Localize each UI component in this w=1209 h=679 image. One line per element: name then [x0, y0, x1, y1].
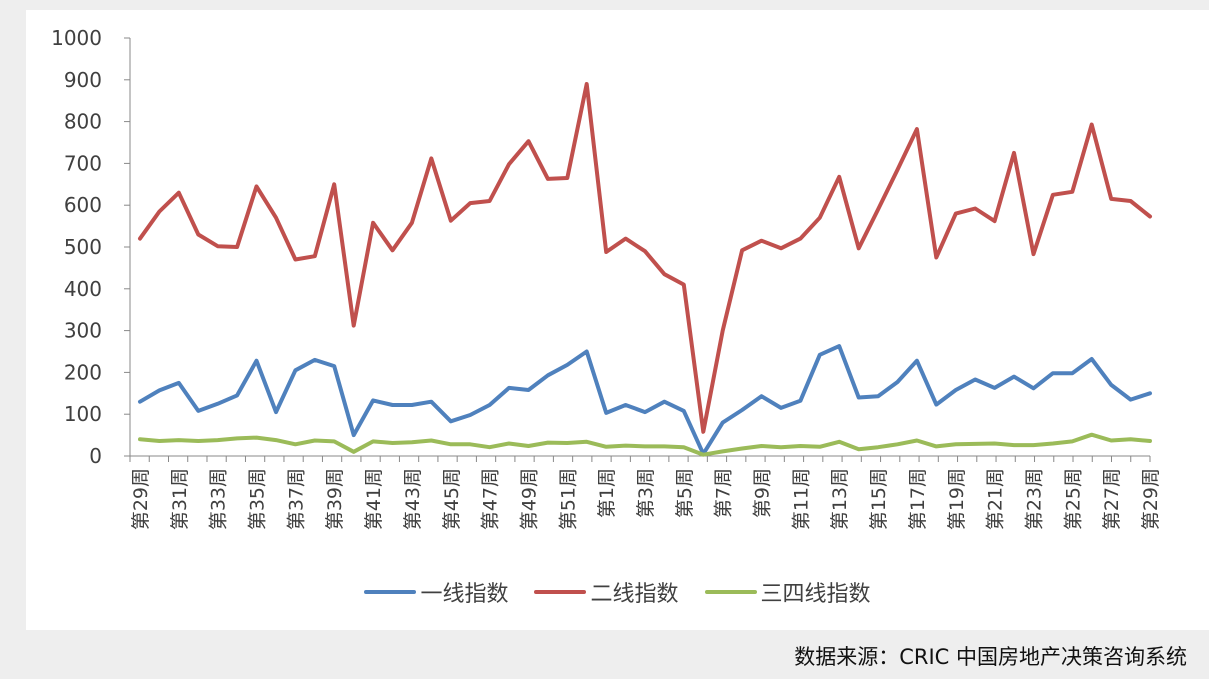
legend-label: 二线指数 [590, 582, 679, 607]
legend-swatch [364, 590, 417, 594]
y-tick-label: 200 [64, 360, 102, 384]
x-tick-label: 第33周 [208, 468, 230, 530]
x-tick-label: 第7周 [713, 468, 735, 518]
x-tick-label: 第3周 [635, 468, 657, 518]
y-tick-label: 800 [64, 110, 102, 134]
x-tick-label: 第29周 [1140, 468, 1162, 530]
legend-item-3: 三四线指数 [704, 576, 871, 608]
legend-item-1: 一线指数 [364, 576, 508, 608]
legend: 一线指数 二线指数 三四线指数 [26, 576, 1209, 608]
series-line-1 [138, 344, 1152, 456]
y-tick-label: 300 [64, 319, 102, 343]
legend-item-2: 二线指数 [534, 576, 679, 608]
x-axis: 第29周 第31周 第33周 第35周 第37周 第39周 第41周 第43周 第45周 第47周… [129, 455, 1162, 530]
x-tick-label: 第13周 [829, 468, 851, 530]
x-tick-label: 第37周 [285, 468, 307, 530]
x-tick-label: 第5周 [674, 468, 696, 518]
x-tick-label: 第27周 [1101, 468, 1123, 530]
legend-swatch [534, 590, 587, 594]
legend-swatch [704, 590, 757, 594]
x-tick-label: 第45周 [441, 468, 463, 530]
data-source-note: 数据来源：CRIC 中国房地产决策咨询系统 [794, 645, 1187, 669]
x-tick-label: 第17周 [907, 468, 929, 530]
x-tick-label: 第47周 [480, 468, 502, 530]
y-tick-label: 1000 [51, 26, 102, 50]
x-tick-label: 第11周 [790, 468, 812, 530]
x-tick-label: 第19周 [946, 468, 968, 530]
x-tick-label: 第51周 [557, 468, 579, 530]
x-tick-label: 第29周 [130, 468, 152, 530]
x-tick-label: 第15周 [868, 468, 890, 530]
x-tick-label: 第23周 [1023, 468, 1045, 530]
y-tick-label: 600 [64, 193, 102, 217]
x-tick-label: 第25周 [1062, 468, 1084, 530]
y-tick-label: 500 [64, 235, 102, 259]
x-tick-label: 第39周 [324, 468, 346, 530]
y-tick-label: 100 [64, 402, 102, 426]
x-tick-label: 第31周 [169, 468, 191, 530]
y-tick-label: 700 [64, 151, 102, 175]
chart-panel: 0 100 200 300 400 500 600 700 800 900 1000 第29周 第31… [26, 10, 1209, 630]
x-tick-label: 第35周 [247, 468, 269, 530]
x-tick-label: 第1周 [596, 468, 618, 518]
legend-label: 三四线指数 [760, 582, 871, 607]
series-line-2 [138, 82, 1152, 434]
y-tick-label: 0 [89, 444, 102, 468]
x-tick-label: 第41周 [363, 468, 385, 530]
x-tick-label: 第9周 [752, 468, 774, 518]
x-tick-label: 第49周 [518, 468, 540, 530]
legend-label: 一线指数 [420, 582, 509, 607]
x-tick-label: 第21周 [985, 468, 1007, 530]
series-line-3 [138, 432, 1152, 457]
y-tick-label: 900 [64, 68, 102, 92]
y-axis: 0 100 200 300 400 500 600 700 800 900 1000 [51, 26, 131, 468]
series-layer [138, 82, 1152, 457]
y-tick-label: 400 [64, 277, 102, 301]
x-tick-label: 第43周 [402, 468, 424, 530]
